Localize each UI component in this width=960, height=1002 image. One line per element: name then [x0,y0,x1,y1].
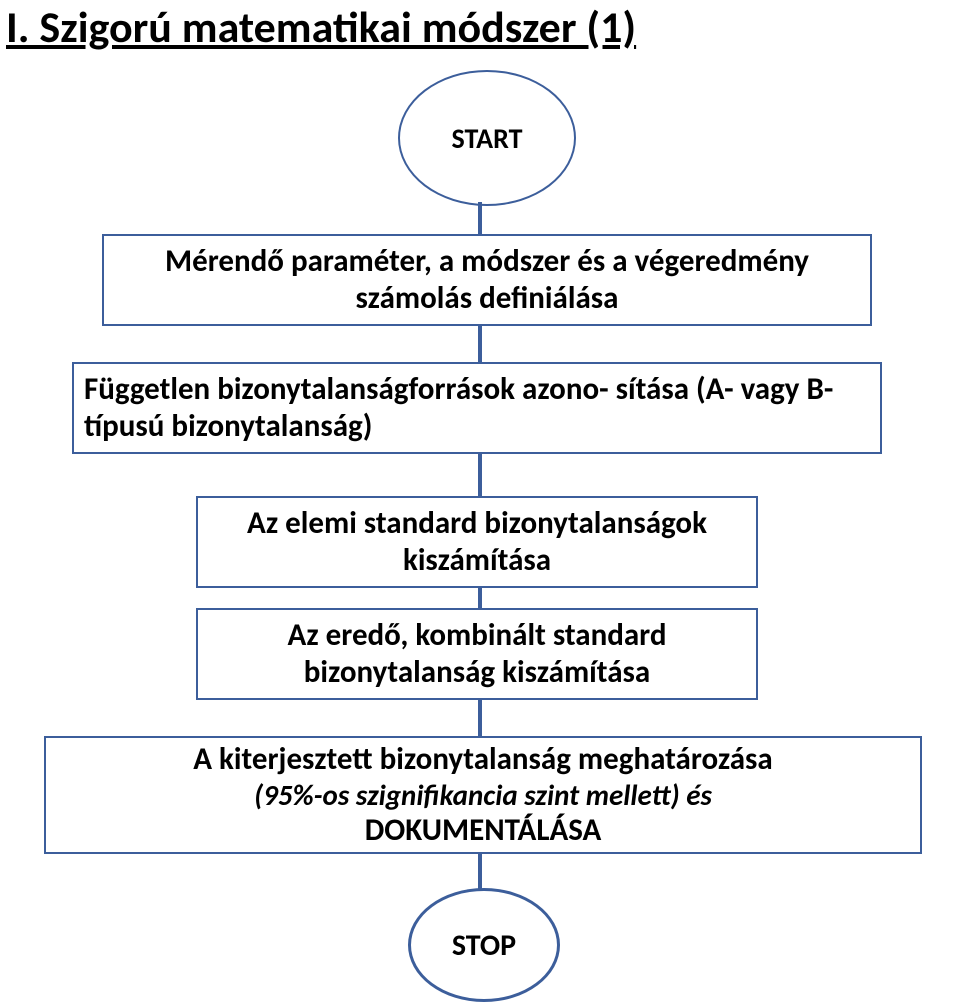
flow-step-1: Mérendő paraméter, a módszer és a végere… [102,234,872,326]
flow-start-node: START [398,70,576,206]
flow-stop-label: STOP [452,927,516,964]
flow-stop-node: STOP [408,888,560,1002]
flow-connector [478,588,482,608]
flow-step-5: A kiterjesztett bizonytalanság meghatáro… [44,736,922,854]
flow-connector [478,326,482,362]
flow-connector [478,202,482,234]
flow-step-3: Az elemi standard bizonytalanságok kiszá… [196,496,758,588]
page-canvas: I. Szigorú matematikai módszer (1) START… [0,0,960,993]
flow-connector [478,700,482,736]
flow-step-1-text: Mérendő paraméter, a módszer és a végere… [104,239,870,320]
flow-start-label: START [452,121,523,156]
flow-connector [478,454,482,496]
flow-step-4: Az eredő, kombinált standard bizonytalan… [196,608,758,700]
flow-step-4-text: Az eredő, kombinált standard bizonytalan… [198,613,756,694]
flow-step-2: Független bizonytalanságforrások azono- … [72,362,882,454]
flow-connector [478,854,482,889]
flow-step-2-text: Független bizonytalanságforrások azono- … [74,367,880,448]
flow-step-3-text: Az elemi standard bizonytalanságok kiszá… [198,501,756,582]
flow-step-5-text: A kiterjesztett bizonytalanság meghatáro… [46,737,920,852]
page-title: I. Szigorú matematikai módszer (1) [0,0,960,54]
